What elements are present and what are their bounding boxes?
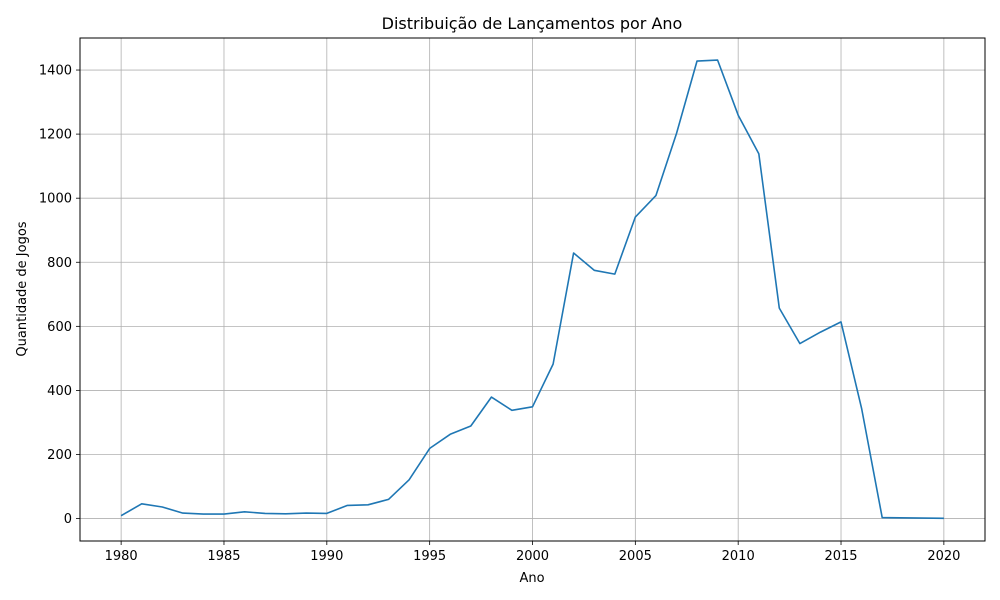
x-tick-label: 2000 (516, 549, 549, 564)
y-axis: 0 200 400 600 800 1000 1200 1400 (39, 64, 80, 527)
y-tick-label: 0 (64, 512, 72, 527)
x-tick-label: 1990 (310, 549, 343, 564)
x-tick-label: 1985 (207, 549, 240, 564)
y-tick-label: 600 (47, 320, 72, 335)
x-tick-label: 2010 (722, 549, 755, 564)
x-tick-label: 2020 (927, 549, 960, 564)
x-tick-label: 1980 (105, 549, 138, 564)
x-tick-label: 2005 (619, 549, 652, 564)
x-axis-title: Ano (519, 571, 544, 586)
y-tick-label: 1000 (39, 192, 72, 207)
y-tick-label: 800 (47, 256, 72, 271)
y-tick-label: 1200 (39, 128, 72, 143)
y-tick-label: 400 (47, 384, 72, 399)
x-axis: 1980 1985 1990 1995 2000 2005 2010 2015 2020 (105, 541, 960, 564)
x-tick-label: 2015 (824, 549, 857, 564)
chart-title: Distribuição de Lançamentos por Ano (382, 14, 683, 33)
series-line (120, 59, 944, 520)
y-tick-label: 200 (47, 448, 72, 463)
series-layer (120, 59, 944, 520)
x-tick-label: 1995 (413, 549, 446, 564)
grid (80, 38, 985, 541)
y-axis-title: Quantidade de Jogos (15, 221, 30, 356)
y-tick-label: 1400 (39, 64, 72, 79)
